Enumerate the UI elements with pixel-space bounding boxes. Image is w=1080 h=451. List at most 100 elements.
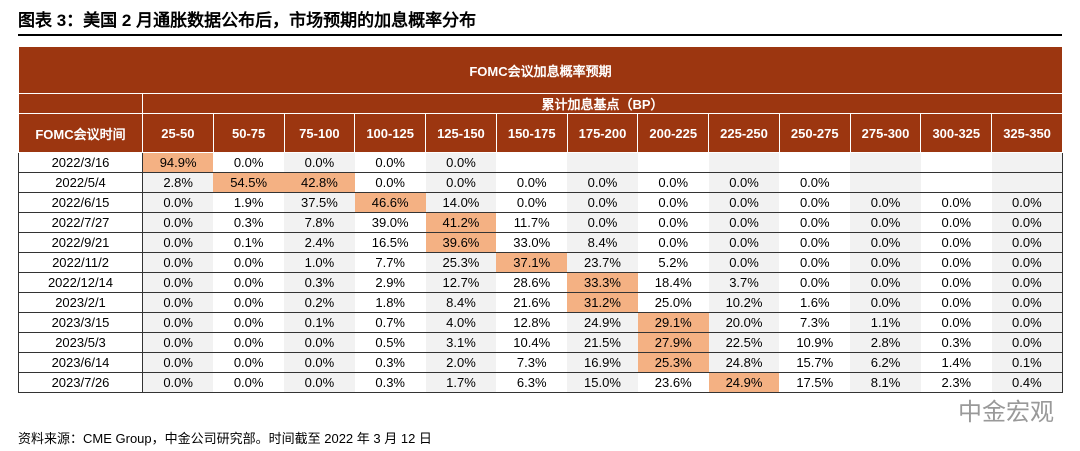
probability-cell: 0.0% [637,212,709,233]
probability-cell: 2.4% [284,232,355,253]
probability-cell: 7.8% [284,212,355,233]
probability-cell: 0.0% [779,192,851,213]
probability-cell: 0.0% [779,272,851,293]
probability-cell: 0.0% [284,152,355,173]
empty-cell [779,152,851,173]
probability-cell: 0.0% [142,232,214,253]
probability-cell: 42.8% [284,172,355,193]
probability-cell: 0.0% [779,232,851,253]
empty-cell [850,152,921,173]
probability-cell: 0.0% [920,292,992,313]
probability-cell: 12.7% [425,272,497,293]
probability-cell: 0.0% [708,232,780,253]
table-row: 2023/7/26 0.0% 0.0% 0.0% 0.3% 1.7% 6.3% 15.0% 23… [18,372,1063,393]
probability-cell: 11.7% [496,212,568,233]
probability-cell: 0.0% [920,312,992,333]
column-header: 325-350 [991,113,1063,153]
probability-cell: 94.9% [142,152,214,173]
probability-cell: 10.4% [496,332,568,353]
probability-cell: 21.5% [567,332,638,353]
table-row: 2022/6/15 0.0% 1.9% 37.5% 46.6% 14.0% 0.0% 0.0%… [18,192,1063,213]
blank-header [18,93,143,114]
probability-cell: 3.1% [425,332,497,353]
probability-cell: 2.0% [425,352,497,373]
probability-cell: 0.0% [850,192,921,213]
probability-cell: 33.3% [567,272,638,293]
empty-cell [496,152,568,173]
table-row: 2022/11/2 0.0% 0.0% 1.0% 7.7% 25.3% 37.1% 23.7%… [18,252,1063,273]
probability-cell: 1.4% [920,352,992,373]
probability-cell: 0.0% [850,212,921,233]
probability-cell: 0.0% [425,152,497,173]
meeting-date: 2022/3/16 [18,152,143,173]
probability-cell: 25.0% [637,292,709,313]
probability-cell: 0.5% [354,332,426,353]
empty-cell [920,172,992,193]
probability-cell: 0.0% [991,312,1063,333]
probability-cell: 7.7% [354,252,426,273]
probability-cell: 0.0% [354,172,426,193]
probability-cell: 0.0% [991,192,1063,213]
column-header: 300-325 [920,113,993,153]
probability-cell: 0.0% [142,292,214,313]
probability-cell: 15.0% [567,372,638,393]
probability-cell: 2.3% [920,372,992,393]
probability-cell: 23.6% [637,372,709,393]
column-header: 50-75 [212,113,285,153]
probability-cell: 3.7% [708,272,780,293]
probability-cell: 0.0% [850,272,921,293]
probability-cell: 0.0% [708,252,780,273]
probability-cell: 0.0% [213,312,285,333]
probability-cell: 0.0% [637,192,709,213]
column-header: 175-200 [566,113,639,153]
probability-cell: 1.0% [284,252,355,273]
probability-cell: 0.1% [991,352,1063,373]
probability-cell: 24.9% [708,372,780,393]
probability-cell: 0.0% [920,232,992,253]
probability-cell: 0.0% [213,372,285,393]
meeting-date: 2022/9/21 [18,232,143,253]
column-header: 150-175 [495,113,568,153]
probability-cell: 6.2% [850,352,921,373]
probability-cell: 0.0% [496,172,568,193]
probability-cell: 0.0% [991,232,1063,253]
probability-cell: 0.0% [991,292,1063,313]
empty-cell [637,152,709,173]
probability-cell: 15.7% [779,352,851,373]
probability-cell: 0.0% [213,292,285,313]
probability-cell: 5.2% [637,252,709,273]
probability-cell: 0.0% [991,252,1063,273]
empty-cell [708,152,780,173]
probability-cell: 0.4% [991,372,1063,393]
probability-cell: 0.0% [850,292,921,313]
probability-cell: 4.0% [425,312,497,333]
title: 图表 3：美国 2 月通胀数据公布后，市场预期的加息概率分布 [18,11,477,30]
meeting-date: 2022/11/2 [18,252,143,273]
probability-cell: 0.0% [779,212,851,233]
table-row: 2023/5/3 0.0% 0.0% 0.0% 0.5% 3.1% 10.4% 21.5% 27… [18,332,1063,353]
probability-cell: 0.0% [354,152,426,173]
probability-cell: 8.4% [425,292,497,313]
probability-cell: 0.0% [637,232,709,253]
probability-cell: 1.1% [850,312,921,333]
probability-cell: 0.0% [920,212,992,233]
empty-cell [991,172,1063,193]
probability-cell: 1.6% [779,292,851,313]
probability-cell: 0.0% [142,352,214,373]
probability-cell: 24.9% [567,312,638,333]
first-header: FOMC会议时间 [18,113,143,153]
meeting-date: 2023/2/1 [18,292,143,313]
probability-cell: 0.0% [284,372,355,393]
probability-cell: 0.0% [142,192,214,213]
probability-cell: 0.2% [284,292,355,313]
probability-cell: 10.2% [708,292,780,313]
probability-cell: 0.0% [213,252,285,273]
probability-cell: 0.0% [213,272,285,293]
probability-cell: 6.3% [496,372,568,393]
column-header: 25-50 [142,113,214,153]
probability-cell: 0.0% [991,212,1063,233]
probability-cell: 39.0% [354,212,426,233]
table-row: 2022/5/4 2.8% 54.5% 42.8% 0.0% 0.0% 0.0% 0.0% 0.… [18,172,1063,193]
meeting-date: 2022/7/27 [18,212,143,233]
probability-cell: 2.9% [354,272,426,293]
